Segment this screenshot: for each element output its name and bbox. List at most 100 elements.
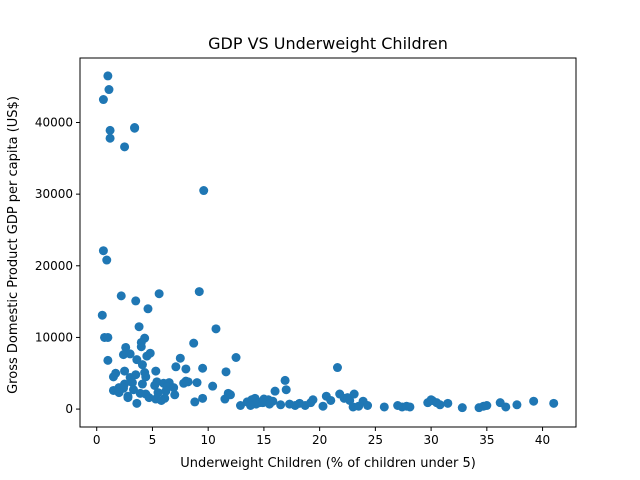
data-point-34	[137, 360, 147, 370]
x-tick-label: 15	[256, 433, 271, 447]
data-point-7	[120, 142, 130, 152]
data-point-77	[123, 393, 133, 403]
x-tick-label: 20	[312, 433, 327, 447]
data-point-71	[114, 388, 124, 398]
data-point-136	[529, 396, 539, 406]
data-point-21	[211, 324, 221, 334]
data-point-28	[125, 349, 135, 359]
data-point-15	[116, 291, 126, 301]
data-point-1	[104, 85, 114, 95]
data-point-114	[349, 389, 359, 399]
y-axis-label: Gross Domestic Product GDP per capita (U…	[6, 96, 21, 394]
data-point-122	[405, 402, 415, 412]
data-point-27	[118, 350, 128, 360]
data-point-56	[127, 378, 137, 388]
data-point-53	[208, 381, 218, 391]
x-tick-label: 35	[479, 433, 494, 447]
data-point-137	[549, 398, 559, 408]
data-point-80	[190, 397, 200, 407]
data-point-13	[103, 332, 113, 342]
y-tick-label: 40000	[35, 115, 73, 129]
data-point-3	[105, 125, 115, 135]
y-tick-label: 10000	[35, 330, 73, 344]
data-point-135	[512, 400, 522, 410]
data-point-68	[170, 390, 180, 400]
data-point-44	[151, 366, 161, 376]
axes-frame	[79, 57, 577, 428]
data-point-98	[281, 385, 291, 395]
x-tick-label: 0	[93, 433, 101, 447]
data-point-9	[98, 246, 108, 256]
data-point-57	[137, 379, 147, 389]
data-point-118	[379, 402, 389, 412]
data-point-108	[332, 363, 342, 373]
y-tick-label: 30000	[35, 187, 73, 201]
data-point-10	[102, 255, 112, 265]
data-point-107	[326, 395, 336, 405]
data-point-64	[129, 385, 138, 395]
chart-title: GDP VS Underweight Children	[208, 34, 448, 53]
data-point-36	[181, 364, 191, 374]
x-tick-label: 25	[368, 433, 383, 447]
data-point-132	[482, 401, 492, 410]
data-point-58	[150, 380, 160, 390]
data-point-97	[280, 375, 290, 385]
data-point-46	[141, 372, 151, 382]
data-point-134	[501, 402, 511, 412]
data-point-32	[175, 353, 185, 363]
data-point-33	[231, 353, 241, 362]
data-point-82	[220, 394, 230, 404]
data-point-38	[221, 367, 231, 377]
data-point-78	[132, 398, 142, 408]
data-point-35	[171, 362, 181, 372]
data-point-105	[318, 401, 328, 411]
data-point-16	[131, 296, 141, 306]
data-point-4	[105, 133, 115, 143]
y-tick-label: 0	[65, 402, 73, 416]
data-point-127	[435, 400, 445, 410]
data-point-52	[192, 378, 202, 388]
data-point-117	[363, 401, 373, 410]
data-point-61	[181, 376, 191, 386]
y-tick-label: 20000	[35, 259, 73, 273]
data-point-18	[194, 287, 204, 297]
data-point-95	[264, 399, 274, 409]
data-point-0	[103, 71, 113, 81]
x-tick-label: 10	[201, 433, 216, 447]
plot-area: 0 5 10 15 20 25 30 35 40 0 10000 20000 30000 40000	[35, 57, 577, 447]
x-axis-label: Underweight Children (% of children unde…	[180, 456, 476, 471]
data-point-14	[103, 355, 113, 365]
data-point-25	[189, 338, 199, 348]
data-point-24	[136, 337, 146, 347]
x-tick-label: 5	[149, 433, 157, 447]
data-point-60	[169, 383, 179, 393]
data-point-26	[121, 342, 131, 352]
data-point-2	[98, 95, 108, 105]
data-point-91	[276, 400, 286, 410]
data-point-94	[258, 398, 268, 408]
data-point-41	[120, 366, 130, 376]
data-point-73	[135, 388, 145, 398]
data-point-74	[144, 393, 154, 403]
data-point-104	[308, 395, 318, 405]
data-point-67	[161, 386, 171, 396]
data-point-96	[270, 386, 280, 396]
data-point-93	[246, 401, 256, 410]
data-point-17	[154, 289, 164, 299]
data-point-81	[198, 393, 208, 403]
x-tick-label: 30	[423, 433, 438, 447]
data-point-30	[145, 348, 155, 358]
data-point-19	[143, 304, 153, 314]
data-point-11	[97, 310, 107, 320]
data-point-6	[130, 123, 140, 133]
data-point-128	[443, 398, 453, 408]
data-point-20	[134, 322, 144, 332]
data-point-129	[457, 403, 467, 413]
data-point-40	[111, 368, 121, 378]
data-point-83	[236, 401, 245, 410]
data-point-8	[199, 186, 209, 196]
x-tick-label: 40	[535, 433, 550, 447]
data-point-37	[198, 363, 208, 373]
data-point-79	[156, 395, 166, 405]
